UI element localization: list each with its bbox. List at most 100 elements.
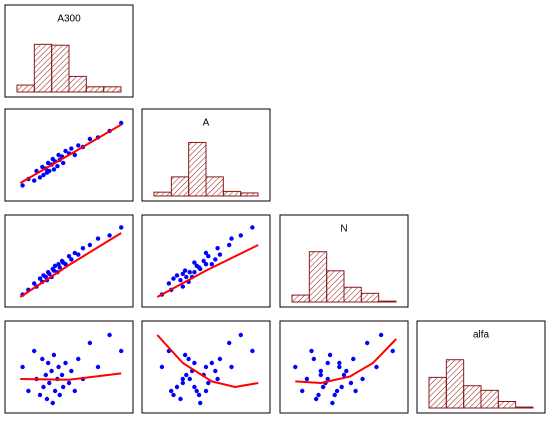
histogram-bar <box>188 141 207 197</box>
scatter-point <box>41 384 46 390</box>
scatter-point <box>203 388 209 394</box>
scatter-point <box>353 388 358 394</box>
histogram-bar <box>343 286 362 303</box>
scatter-point <box>47 380 52 386</box>
scatter-point <box>209 262 214 267</box>
histogram-bar <box>51 44 70 93</box>
scatter-point <box>192 360 197 366</box>
scatter-point <box>87 136 93 142</box>
scatter-point <box>229 364 234 370</box>
scatter-point <box>378 332 384 338</box>
scatter-point <box>61 160 66 166</box>
scatter-point <box>182 268 188 273</box>
scatter-point <box>229 236 234 241</box>
scatter-point <box>87 340 93 346</box>
scatter-point <box>63 262 68 267</box>
scatter-point <box>182 352 188 358</box>
histogram-bar <box>515 406 534 409</box>
scatter-point <box>180 380 185 386</box>
scatter-point <box>66 380 72 386</box>
panel-frame <box>279 320 409 414</box>
scatter-point <box>309 348 314 354</box>
scatter-point <box>198 400 203 406</box>
scatter-point <box>169 388 174 394</box>
scatter-point <box>61 384 66 390</box>
histogram-bar <box>428 376 447 409</box>
scatter-point <box>32 348 37 354</box>
scatter-point <box>171 276 176 281</box>
scatter-point <box>192 384 197 390</box>
scatter-point <box>184 372 189 378</box>
scatter-point <box>51 167 57 172</box>
scatter-point <box>69 146 74 151</box>
scatter-point <box>80 246 86 251</box>
fit-line <box>19 232 122 298</box>
scatter-point <box>194 388 199 394</box>
scatter-point <box>178 396 183 402</box>
histogram-bar <box>497 401 517 409</box>
scatter-point <box>192 260 197 265</box>
scatter-point <box>41 172 46 178</box>
scatter-point <box>390 348 395 354</box>
scatter-point <box>47 168 52 174</box>
scatter-point <box>45 360 51 366</box>
scatter-point <box>69 257 74 262</box>
scatter-point <box>318 372 323 378</box>
scatter-point <box>203 262 209 267</box>
scatter-point <box>313 396 319 402</box>
histogram-bar <box>16 84 35 93</box>
scatter-point <box>72 250 78 256</box>
scatter-point <box>293 364 298 370</box>
scatter-point <box>26 388 31 394</box>
scatter-point <box>178 278 183 283</box>
scatter-point <box>37 392 43 398</box>
scatter-point <box>20 364 25 370</box>
scatter-point <box>95 364 101 370</box>
histogram-bar <box>463 385 482 409</box>
histogram-bar <box>170 176 190 197</box>
scatter-point <box>69 368 74 374</box>
histogram-bar <box>33 43 53 93</box>
scatter-point <box>250 348 255 354</box>
scatter-point <box>51 268 57 273</box>
panel-frame <box>141 214 271 308</box>
scatter-point <box>320 384 326 390</box>
scatter-point <box>327 352 333 358</box>
scatter-point <box>348 380 354 386</box>
scatter-point <box>196 392 202 398</box>
histogram-bar <box>291 294 310 303</box>
scatter-point <box>49 368 54 374</box>
scatter-point <box>337 364 342 370</box>
scatter-point <box>206 254 211 259</box>
scatter-point <box>20 183 25 188</box>
histogram-bar <box>240 192 259 197</box>
scatter-point <box>119 225 124 230</box>
histogram-bar <box>68 75 87 93</box>
scatter-point <box>76 143 81 148</box>
histogram-bar <box>153 191 172 197</box>
scatter-point <box>325 360 330 366</box>
scatter-point <box>325 376 330 382</box>
scatter-point <box>40 356 45 362</box>
histogram-bar <box>205 176 224 197</box>
scatter-point <box>186 356 191 362</box>
scatter-point <box>215 246 220 251</box>
scatter-point <box>52 263 58 268</box>
scatter-point <box>311 356 317 362</box>
scatter-point <box>174 273 180 278</box>
scatter-point <box>40 164 45 170</box>
scatter-point <box>300 388 305 394</box>
scatter-point <box>217 252 223 257</box>
fit-line <box>295 338 397 385</box>
histogram-bar <box>308 251 328 303</box>
fit-line <box>19 123 122 184</box>
scatter-point <box>184 274 189 280</box>
scatter-point <box>201 258 206 264</box>
scatter-point <box>339 384 344 390</box>
scatter-point <box>59 372 65 378</box>
scatter-point <box>215 376 220 382</box>
histogram-bar <box>445 359 465 409</box>
scatter-point <box>66 254 72 259</box>
scatter-point <box>192 270 197 275</box>
scatter-point <box>330 400 335 406</box>
